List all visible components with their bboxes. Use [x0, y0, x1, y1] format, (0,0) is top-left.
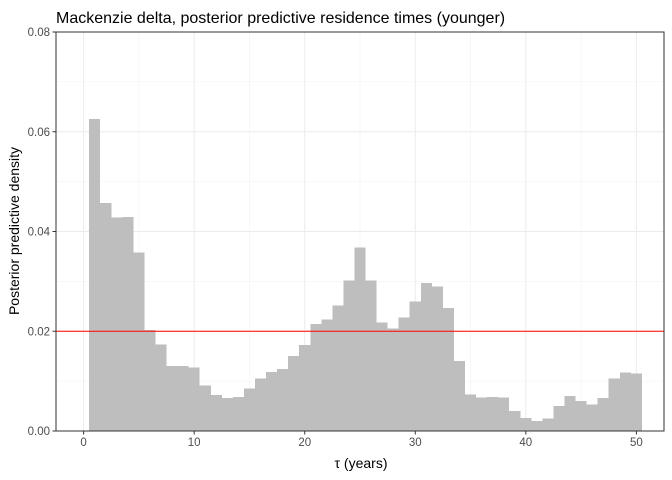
y-tick-label: 0.02 [28, 326, 50, 338]
histogram-bar [608, 378, 620, 431]
x-tick-label: 20 [298, 437, 311, 449]
histogram-bar [210, 395, 222, 431]
x-tick-label: 50 [630, 437, 643, 449]
histogram-bar [232, 397, 244, 431]
histogram-bar [553, 406, 565, 431]
histogram-bar [376, 322, 388, 431]
y-tick-label: 0.04 [28, 227, 51, 239]
histogram-bar [575, 401, 587, 431]
histogram-bar [398, 317, 410, 431]
histogram-bar [166, 366, 178, 431]
histogram-bar [619, 372, 631, 431]
histogram-bar [122, 217, 134, 431]
histogram-bar [531, 421, 543, 431]
y-tick-label: 0.00 [28, 426, 50, 438]
histogram-bar [365, 280, 377, 431]
histogram-bar [343, 280, 355, 431]
histogram-bar [199, 385, 211, 431]
histogram-bar [89, 118, 101, 431]
histogram-bar [144, 329, 156, 431]
histogram-bar [453, 361, 466, 431]
x-tick-label: 0 [80, 437, 86, 449]
x-axis-label: τ (years) [335, 455, 388, 471]
y-tick-label: 0.08 [28, 27, 50, 39]
histogram-bar [299, 345, 311, 431]
histogram-bar [254, 378, 267, 431]
histogram-bar [409, 301, 421, 431]
histogram-bar [155, 344, 167, 431]
histogram-bar [221, 398, 233, 431]
histogram-bar [188, 367, 200, 431]
histogram-bar [420, 282, 432, 431]
histogram-bar [630, 373, 642, 431]
histogram-bar [520, 418, 532, 431]
histogram-bar [321, 319, 333, 431]
axis-ticks: 0 10 20 30 40 50 0.00 0.02 0.04 0.06 0.08 [28, 27, 643, 449]
y-axis-label: Posterior predictive density [6, 147, 22, 315]
histogram-bar [498, 397, 510, 431]
x-tick-label: 30 [409, 437, 422, 449]
histogram-bar [277, 369, 289, 431]
histogram-bar [310, 323, 322, 431]
histogram-bar [564, 396, 576, 431]
x-tick-label: 40 [519, 437, 532, 449]
histogram-bar [354, 247, 366, 431]
histogram-bar [465, 394, 477, 431]
histogram-bar [442, 307, 454, 431]
histogram-bar [288, 356, 300, 431]
histogram-bar [542, 418, 554, 431]
histogram-bar [476, 397, 488, 431]
histogram-bar [266, 372, 278, 431]
histogram-bar [597, 398, 609, 431]
histogram-bar [509, 411, 521, 431]
histogram-bar [100, 203, 112, 431]
histogram-bar [133, 252, 145, 431]
histogram-bars [89, 118, 642, 431]
histogram-bar [243, 388, 255, 431]
histogram-bar [387, 328, 399, 431]
y-tick-label: 0.06 [28, 127, 50, 139]
histogram-bar [487, 397, 499, 431]
histogram-bar [332, 305, 344, 431]
histogram-bar [586, 404, 598, 431]
histogram-bar [111, 217, 123, 431]
histogram-bar [177, 366, 189, 431]
chart-title: Mackenzie delta, posterior predictive re… [56, 10, 505, 27]
x-tick-label: 10 [188, 437, 201, 449]
histogram-bar [431, 286, 443, 431]
